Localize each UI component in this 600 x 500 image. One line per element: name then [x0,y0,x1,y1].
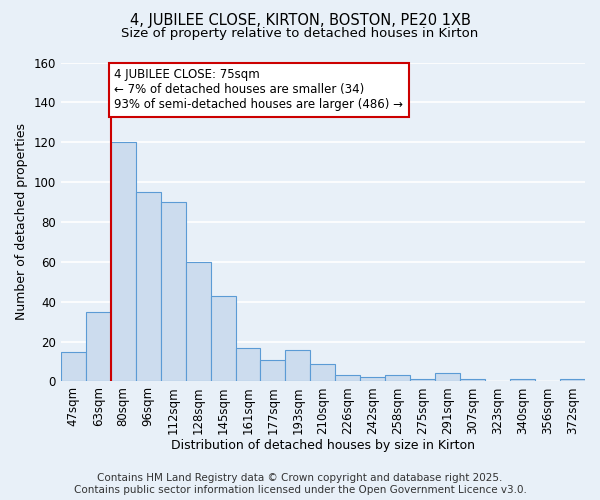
Bar [286,350,310,382]
Bar [161,202,185,382]
Bar [510,380,535,382]
Text: 4, JUBILEE CLOSE, KIRTON, BOSTON, PE20 1XB: 4, JUBILEE CLOSE, KIRTON, BOSTON, PE20 1… [130,12,470,28]
Bar [435,374,460,382]
Bar [361,378,385,382]
Bar [260,360,286,382]
Bar [460,380,485,382]
Bar [86,312,111,382]
Bar [560,380,585,382]
Bar [385,376,410,382]
Text: 4 JUBILEE CLOSE: 75sqm
← 7% of detached houses are smaller (34)
93% of semi-deta: 4 JUBILEE CLOSE: 75sqm ← 7% of detached … [115,68,403,112]
Bar [211,296,236,382]
Bar [111,142,136,382]
Bar [410,380,435,382]
Bar [61,352,86,382]
Text: Size of property relative to detached houses in Kirton: Size of property relative to detached ho… [121,28,479,40]
Bar [335,376,361,382]
X-axis label: Distribution of detached houses by size in Kirton: Distribution of detached houses by size … [171,440,475,452]
Bar [236,348,260,382]
Y-axis label: Number of detached properties: Number of detached properties [15,124,28,320]
Bar [136,192,161,382]
Bar [310,364,335,382]
Text: Contains HM Land Registry data © Crown copyright and database right 2025.
Contai: Contains HM Land Registry data © Crown c… [74,474,526,495]
Bar [185,262,211,382]
